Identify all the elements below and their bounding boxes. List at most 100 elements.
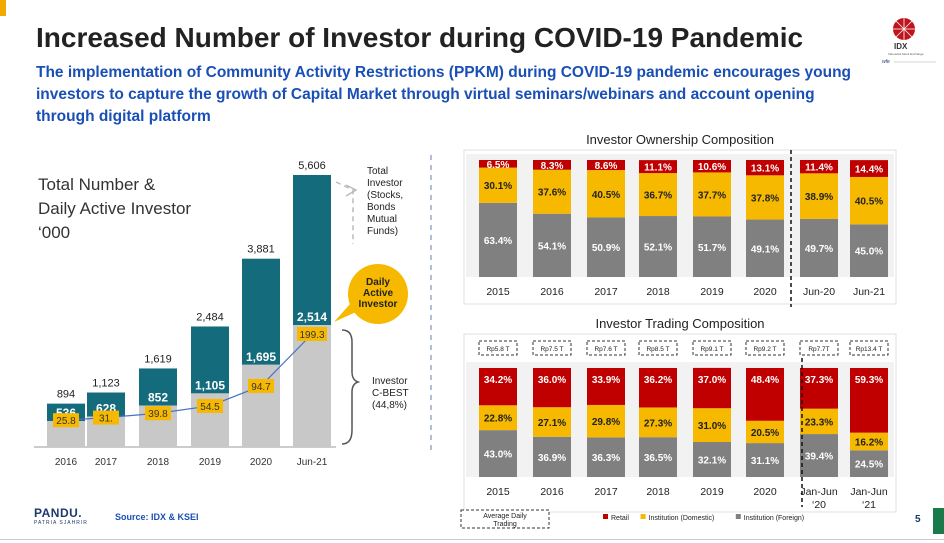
- avg-trading-box: [478, 340, 518, 356]
- total-investor-label: Total Investor (Stocks, Bonds Mutual Fun…: [367, 166, 404, 237]
- svg-text:IDX: IDX: [894, 42, 908, 51]
- legend-label: Institution (Foreign): [744, 515, 804, 522]
- left-chart-annotations: [334, 181, 408, 445]
- x-tick-label: ‘20: [812, 499, 826, 511]
- segment-label: 34.2%: [484, 375, 512, 386]
- svg-text:wfe: wfe: [882, 59, 890, 65]
- stack-segment: [850, 432, 888, 451]
- stack-segment: [587, 217, 625, 277]
- segment-label: 11.4%: [805, 163, 833, 174]
- segment-label: 33.9%: [592, 375, 620, 386]
- stack-segment: [533, 213, 571, 277]
- stack-segment: [850, 160, 888, 177]
- bubble-pointer: [334, 304, 356, 322]
- x-tick-label: 2018: [646, 486, 670, 498]
- bar-total: [242, 258, 280, 365]
- left-chart-heading: Total Number & Daily Active Investor ‘00…: [38, 173, 238, 245]
- avg-trading-value: Rp7.6 T: [594, 346, 617, 353]
- segment-label: 37.8%: [751, 193, 779, 204]
- stack-segment: [850, 176, 888, 225]
- segment-label: 11.1%: [644, 163, 672, 174]
- total-label: 3,881: [247, 244, 275, 256]
- avg-trading-value: Rp7.7T: [808, 346, 829, 353]
- avg-trading-box: [799, 340, 839, 356]
- segment-label: 32.1%: [698, 456, 726, 467]
- segment-label: 59.3%: [855, 375, 883, 386]
- stack-segment: [639, 160, 677, 174]
- stack-segment: [800, 173, 838, 219]
- legend-label: Retail: [611, 515, 629, 522]
- segment-label: 37.7%: [698, 190, 726, 201]
- x-tick-label: Jan-Jun: [850, 486, 888, 498]
- x-tick-label: 2018: [646, 286, 670, 298]
- x-tick-label: 2019: [199, 457, 222, 468]
- source-note: Source: IDX & KSEI: [115, 512, 199, 522]
- stack-segment: [479, 405, 517, 431]
- x-tick-label: 2020: [250, 457, 273, 468]
- segment-label: 22.8%: [484, 414, 512, 425]
- stack-segment: [850, 450, 888, 477]
- daily-active-point: [197, 398, 223, 413]
- segment-label: 14.4%: [855, 165, 883, 176]
- page-number: 5: [915, 514, 921, 525]
- stack-segment: [850, 224, 888, 277]
- stack-segment: [587, 160, 625, 171]
- stack-segment: [693, 442, 731, 477]
- heading-line: Daily Active Investor: [38, 199, 192, 218]
- segment-label: 13.1%: [751, 164, 779, 175]
- segment-label: 37.0%: [698, 375, 726, 386]
- segment-label: 10.6%: [698, 162, 726, 173]
- bar-cbest: [293, 325, 331, 447]
- segment-label: 36.2%: [644, 375, 672, 386]
- segment-label: 50.9%: [592, 243, 620, 254]
- x-tick-label: 2017: [594, 286, 618, 298]
- daily-active-point: [297, 327, 327, 341]
- total-label: 2,484: [196, 311, 224, 323]
- segment-label: 40.5%: [855, 197, 883, 208]
- bar-cbest: [242, 364, 280, 447]
- segment-label: 36.0%: [538, 375, 566, 386]
- avg-trading-value: Rp8.5 T: [646, 346, 669, 353]
- stack-segment: [693, 216, 731, 277]
- x-tick-label: 2020: [753, 486, 777, 498]
- x-tick-label: 2016: [55, 457, 78, 468]
- page-title: Increased Number of Investor during COVI…: [36, 22, 804, 53]
- stack-segment: [746, 160, 784, 176]
- stack-segment: [746, 443, 784, 477]
- avg-trading-legend-label: Average Daily: [483, 513, 527, 520]
- daily-active-label: 54.5: [200, 402, 220, 413]
- stack-segment: [693, 172, 731, 217]
- daily-active-point: [93, 410, 119, 425]
- segment-label: 36.5%: [644, 453, 672, 464]
- avg-trading-box: [586, 340, 626, 356]
- segment-label: 37.6%: [538, 188, 566, 199]
- total-label: 1,123: [92, 378, 120, 390]
- x-tick-label: Jun-21: [853, 286, 885, 298]
- avg-trading-value: Rp9.2 T: [753, 346, 776, 353]
- trading-composition-chart: Investor Trading Composition 43.0% 22.8% 34…: [460, 316, 897, 529]
- segment-label: 8.3%: [541, 161, 564, 172]
- avg-trading-box: [532, 340, 572, 356]
- total-investor-chart: 89453620161,12362820171,61985220182,4841…: [34, 160, 336, 468]
- cbest-value-label: 2,514: [297, 310, 327, 324]
- x-tick-label: Jun-21: [297, 457, 328, 468]
- daily-active-point: [145, 406, 171, 421]
- stack-segment: [587, 437, 625, 477]
- arrow-head-icon: [345, 184, 358, 197]
- stack-segment: [746, 368, 784, 421]
- stack-segment: [693, 408, 731, 443]
- stack-segment: [800, 434, 838, 477]
- segment-label: 27.3%: [644, 418, 672, 429]
- segment-label: 37.3%: [805, 375, 833, 386]
- segment-label: 24.5%: [855, 460, 883, 471]
- segment-label: 38.9%: [805, 192, 833, 203]
- segment-label: 48.4%: [751, 375, 779, 386]
- segment-label: 36.7%: [644, 191, 672, 202]
- stack-segment: [533, 368, 571, 408]
- accent-bar: [0, 0, 6, 16]
- segment-label: 54.1%: [538, 241, 566, 252]
- avg-trading-value: Rp13.4 T: [856, 346, 883, 353]
- avg-trading-box: [692, 340, 732, 356]
- x-tick-label: 2018: [147, 457, 170, 468]
- stack-segment: [533, 160, 571, 170]
